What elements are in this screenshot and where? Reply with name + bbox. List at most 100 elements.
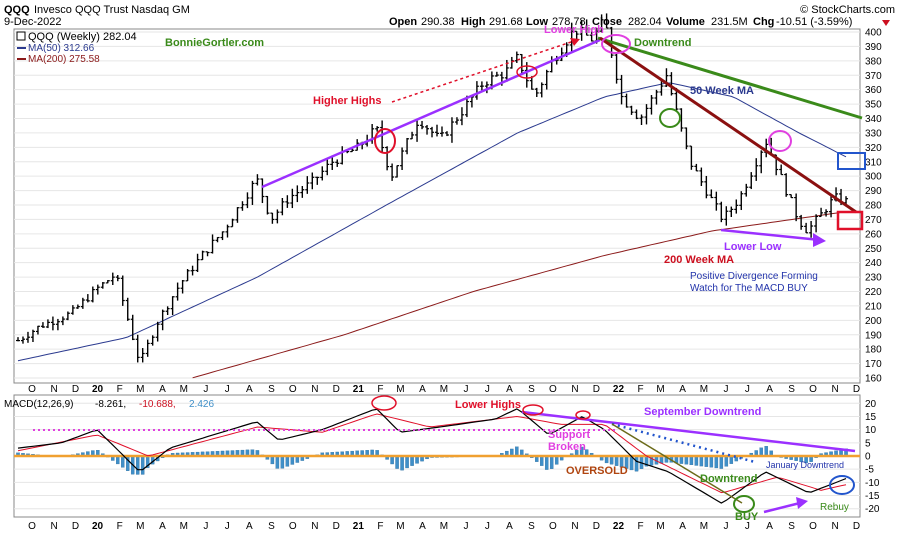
macd-annotations: Lower Highs September Downtrend Support … bbox=[455, 399, 849, 523]
price-x-tick-label: 22 bbox=[613, 384, 625, 395]
price-gridlines bbox=[14, 31, 860, 379]
open-value: 290.38 bbox=[421, 16, 455, 28]
histogram-bar bbox=[689, 455, 694, 466]
price-x-tick-label: J bbox=[724, 384, 729, 395]
histogram-bar bbox=[400, 455, 404, 471]
histogram-bar bbox=[405, 455, 409, 469]
ohlc-bar bbox=[170, 296, 175, 316]
ohlc-bar bbox=[280, 197, 285, 216]
price-x-tick-label: A bbox=[419, 384, 426, 395]
ohlc-bar bbox=[659, 80, 664, 96]
ohlc-bar bbox=[225, 224, 230, 238]
ohlc-bar bbox=[330, 155, 335, 170]
ohlc-bar bbox=[255, 174, 260, 186]
price-x-tick-label: A bbox=[766, 384, 773, 395]
ohlc-bar bbox=[90, 286, 95, 303]
price-x-tick-label: J bbox=[485, 384, 490, 395]
volume-value: 231.5M bbox=[711, 16, 748, 28]
ohlc-bar bbox=[454, 117, 459, 125]
price-x-tick-label: O bbox=[549, 384, 557, 395]
higher-highs-trendline bbox=[261, 38, 601, 189]
macd-x-tick-label: J bbox=[745, 521, 750, 532]
macd-legend: MACD(12,26,9) -8.261, -10.688, 2.426 bbox=[4, 399, 214, 410]
ohlc-bar bbox=[50, 316, 55, 331]
macd-x-tick-label: A bbox=[419, 521, 426, 532]
price-x-tick-label: D bbox=[593, 384, 600, 395]
ohlc-bar bbox=[709, 189, 714, 199]
ohlc-bar bbox=[679, 108, 684, 132]
ohlc-bar bbox=[45, 319, 50, 329]
ohlc-bar bbox=[629, 105, 634, 115]
ohlc-bar bbox=[819, 207, 824, 218]
macd-x-tick-label: N bbox=[311, 521, 318, 532]
ohlc-bar bbox=[639, 114, 644, 126]
ohlc-bar bbox=[245, 192, 250, 209]
ohlc-bar bbox=[145, 339, 150, 357]
macd-x-tick-label: 22 bbox=[613, 521, 625, 532]
ohlc-bar bbox=[190, 265, 195, 276]
histogram-bar bbox=[764, 446, 768, 457]
macd-x-tick-label: M bbox=[440, 521, 448, 532]
price-y-tick-label: 280 bbox=[865, 201, 882, 212]
histogram-bar bbox=[290, 455, 295, 465]
highlight-circle bbox=[829, 475, 855, 495]
ohlc-bar bbox=[779, 164, 784, 176]
price-y-tick-label: 360 bbox=[865, 85, 882, 96]
histogram-bar bbox=[515, 446, 519, 457]
ohlc-bar bbox=[380, 120, 385, 153]
ohlc-bar bbox=[619, 74, 624, 105]
ohlc-bar bbox=[250, 180, 255, 205]
buy-label: BUY bbox=[735, 511, 759, 523]
chg-label: Chg bbox=[753, 16, 774, 28]
ohlc-bar bbox=[290, 188, 295, 209]
macd-histogram bbox=[16, 446, 848, 475]
macd-x-tick-label: O bbox=[549, 521, 557, 532]
ohlc-bar bbox=[484, 81, 489, 94]
price-trendlines bbox=[261, 34, 866, 247]
macd-x-tick-label: A bbox=[679, 521, 686, 532]
high-value: 291.68 bbox=[489, 16, 523, 28]
low-label: Low bbox=[526, 16, 548, 28]
ohlc-bar bbox=[205, 251, 210, 257]
ohlc-bar bbox=[694, 163, 699, 172]
macd-x-tick-label: J bbox=[485, 521, 490, 532]
price-x-tick-label: D bbox=[72, 384, 79, 395]
macd-x-tick-label: N bbox=[50, 521, 57, 532]
divergence-note-1: Positive Divergence Forming bbox=[690, 271, 818, 282]
macd-x-tick-label: A bbox=[159, 521, 166, 532]
legend-ma50: MA(50) 312.66 bbox=[28, 43, 95, 54]
close-value: 282.04 bbox=[628, 16, 662, 28]
ohlc-bar bbox=[649, 95, 654, 115]
macd-x-tick-label: D bbox=[333, 521, 340, 532]
january-downtrend-label: January Downtrend bbox=[766, 460, 844, 470]
ohlc-bar bbox=[579, 19, 584, 41]
down-arrow-icon bbox=[882, 20, 890, 26]
macd-x-tick-label: A bbox=[246, 521, 253, 532]
price-x-tick-label: M bbox=[656, 384, 664, 395]
ohlc-bar bbox=[410, 131, 415, 140]
highlight-circle bbox=[575, 410, 591, 420]
price-x-tick-label: N bbox=[311, 384, 318, 395]
ohlc-bar bbox=[754, 158, 759, 181]
histogram-bar bbox=[634, 455, 639, 472]
stockcharts-watermark: © StockCharts.com bbox=[800, 4, 895, 16]
ohlc-bar bbox=[55, 318, 60, 331]
downtrend-macd-label: Downtrend bbox=[700, 473, 757, 485]
ohlc-bar bbox=[804, 222, 809, 234]
macd-x-tick-label: M bbox=[396, 521, 404, 532]
price-y-tick-label: 180 bbox=[865, 345, 882, 356]
macd-x-tick-label: S bbox=[788, 521, 795, 532]
ohlc-bar bbox=[195, 253, 200, 273]
highlight-box bbox=[836, 210, 864, 231]
price-x-tick-label: J bbox=[745, 384, 750, 395]
ohlc-bar bbox=[704, 175, 709, 199]
macd-y-tick-label: 10 bbox=[865, 425, 877, 436]
highlight-circle bbox=[659, 108, 681, 128]
ohlc-bar bbox=[415, 119, 420, 142]
price-legend: QQQ (Weekly) 282.04 MA(50) 312.66 MA(200… bbox=[16, 31, 264, 65]
ohlc-bar bbox=[180, 279, 185, 294]
ohlc-bar bbox=[624, 93, 629, 108]
arrowhead-icon bbox=[570, 38, 580, 46]
macd-x-tick-label: J bbox=[463, 521, 468, 532]
price-y-tick-label: 310 bbox=[865, 157, 882, 168]
